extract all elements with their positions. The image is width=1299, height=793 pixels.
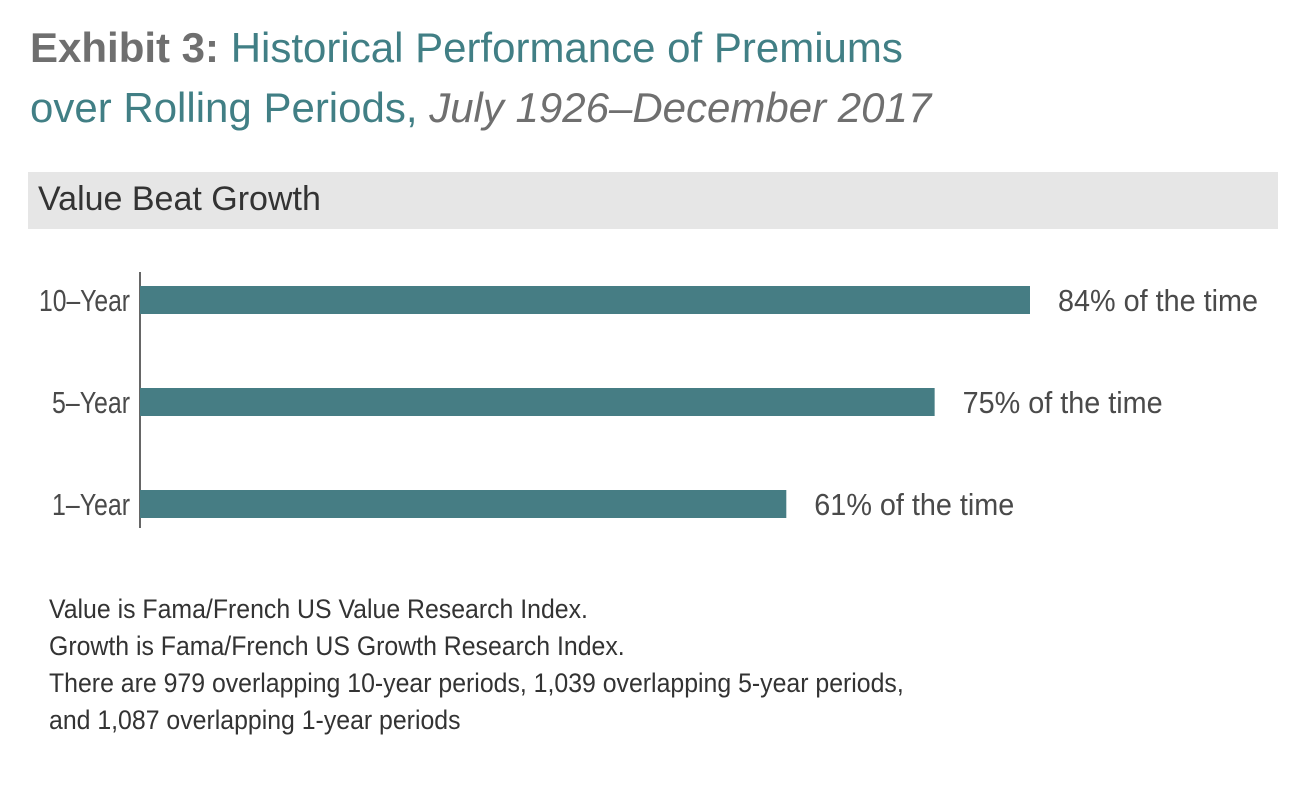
chart-title: Exhibit 3: Historical Performance of Pre… <box>30 18 1270 138</box>
title-line-2: over Rolling Periods, July 1926–December… <box>30 78 1270 138</box>
note-line: and 1,087 overlapping 1-year periods <box>49 705 461 735</box>
title-period: July 1926–December 2017 <box>429 84 932 131</box>
note-line: There are 979 overlapping 10-year period… <box>49 668 904 698</box>
section-header-label: Value Beat Growth <box>38 180 321 218</box>
category-label: 10–Year <box>39 283 130 318</box>
value-label: 75% of the time <box>963 385 1163 420</box>
bar-1 <box>140 388 935 416</box>
bar-0 <box>140 286 1030 314</box>
note-line: Growth is Fama/French US Growth Research… <box>49 631 625 661</box>
value-label: 61% of the time <box>814 487 1014 522</box>
chart-notes: Value is Fama/French US Value Research I… <box>49 591 1153 739</box>
value-label: 84% of the time <box>1058 283 1258 318</box>
note-line: Value is Fama/French US Value Research I… <box>49 594 588 624</box>
title-main-2: over Rolling Periods, <box>30 84 418 131</box>
bar-2 <box>140 490 787 518</box>
section-header: Value Beat Growth <box>28 172 1278 229</box>
bar-chart: 10–Year 84% of the time 5–Year 75% of the t… <box>39 272 1258 528</box>
title-main-1: Historical Performance of Premiums <box>230 24 903 71</box>
exhibit-label: Exhibit 3: <box>30 24 220 71</box>
category-label: 1–Year <box>52 487 130 522</box>
category-label: 5–Year <box>52 385 130 420</box>
title-line-1: Exhibit 3: Historical Performance of Pre… <box>30 18 1270 78</box>
